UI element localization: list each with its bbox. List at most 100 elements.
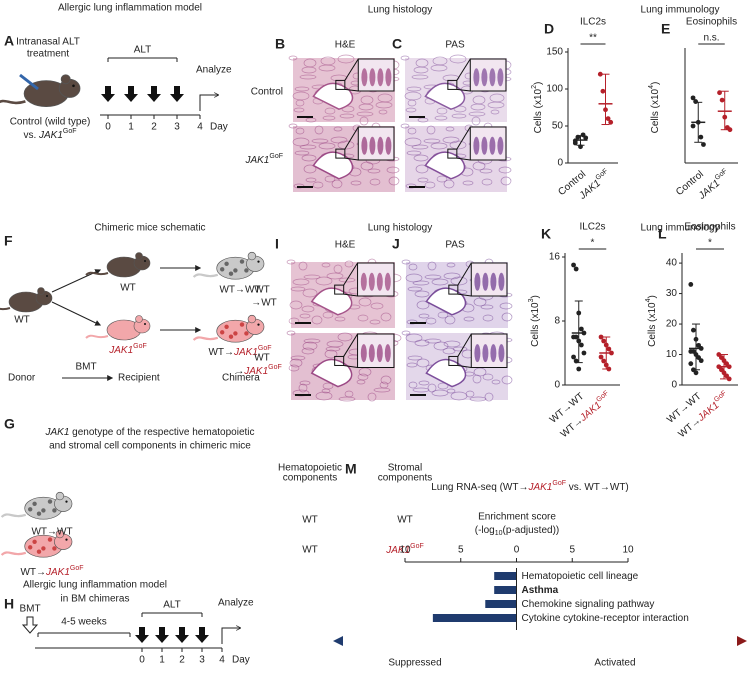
tissue xyxy=(424,274,442,280)
data-point xyxy=(581,350,587,356)
tissue xyxy=(408,381,418,389)
panel-letter: F xyxy=(4,233,13,249)
tissue xyxy=(450,391,468,401)
tissue xyxy=(408,263,418,271)
tissue xyxy=(288,364,300,372)
tissue xyxy=(344,260,354,268)
tissue xyxy=(401,259,411,265)
tissue xyxy=(445,126,455,132)
tissue xyxy=(400,55,410,61)
mouse-icon xyxy=(192,251,265,280)
tissue xyxy=(491,379,501,385)
panel-letter: J xyxy=(392,236,400,252)
label-part: Cells (x10 xyxy=(533,88,544,133)
zoom-box xyxy=(334,355,345,366)
tissue xyxy=(446,262,456,268)
label-part: JAK1 xyxy=(45,567,70,578)
label-part: GoF xyxy=(268,364,282,371)
tissue xyxy=(318,142,336,150)
zoom-line xyxy=(344,157,359,161)
tissue xyxy=(369,178,381,186)
tissue xyxy=(413,66,429,74)
label-part: JAK1 xyxy=(385,545,410,556)
tissue xyxy=(388,176,400,186)
inset-cell xyxy=(497,136,504,155)
day-label: 3 xyxy=(174,122,180,133)
label-part: JAK1 xyxy=(243,366,268,377)
panel-title: Allergic lung inflammation model xyxy=(23,580,167,591)
tissue xyxy=(301,305,315,313)
tissue xyxy=(292,278,310,286)
section-title: Lung immunology xyxy=(641,223,720,234)
mouse-spot xyxy=(32,501,37,506)
tissue xyxy=(303,274,321,280)
zoom-line xyxy=(456,157,471,161)
mouse-tail xyxy=(192,273,219,278)
inset-cell xyxy=(360,272,367,291)
mouse-spot xyxy=(244,331,249,336)
table-cell: JAK1GoF xyxy=(385,543,424,555)
tissue xyxy=(400,123,410,129)
tissue xyxy=(324,349,338,359)
data-point xyxy=(572,140,578,146)
label-part: GoF xyxy=(714,168,729,182)
flow-label: Donor xyxy=(8,373,36,384)
zoom-box xyxy=(448,284,459,295)
tissue xyxy=(337,332,353,342)
panel-letter: B xyxy=(275,36,285,52)
panel-title: Chimeric mice schematic xyxy=(94,223,205,234)
label-part: vs. WT→WT) xyxy=(566,482,629,493)
tissue xyxy=(311,138,329,144)
tissue xyxy=(301,347,315,355)
mouse-tail xyxy=(85,334,109,339)
inset-cell xyxy=(385,68,392,87)
tissue xyxy=(406,362,418,368)
x-axis-label: (-log10(p-adjusted)) xyxy=(475,525,560,538)
tissue xyxy=(424,181,436,189)
mouse-spot xyxy=(41,508,46,513)
treatment-arrow xyxy=(101,86,115,102)
section-title: Lung histology xyxy=(368,223,433,234)
tissue xyxy=(337,54,355,64)
panel-letter: E xyxy=(661,21,670,37)
tissue xyxy=(302,341,318,351)
tissue xyxy=(452,346,468,352)
chart-title: ILC2s xyxy=(580,17,606,28)
panel-letter: K xyxy=(541,226,551,242)
inset-cell xyxy=(369,136,376,155)
inset-cell xyxy=(473,136,480,155)
mouse-spot xyxy=(220,267,225,272)
inset-cell xyxy=(481,68,488,87)
table-cell: WT xyxy=(302,545,318,556)
mouse-ear xyxy=(135,315,143,323)
tissue xyxy=(500,176,512,186)
inset-cell xyxy=(498,272,505,291)
zoom-line xyxy=(344,88,359,92)
day-label: 2 xyxy=(179,655,185,666)
tissue xyxy=(426,125,436,135)
data-point xyxy=(717,90,722,96)
tissue xyxy=(367,392,377,402)
tissue xyxy=(299,380,311,386)
label-part: WT→ xyxy=(208,347,234,358)
tissue xyxy=(359,116,369,126)
y-tick-label: 16 xyxy=(549,252,561,263)
mouse-spot xyxy=(228,271,234,276)
mouse-ear xyxy=(55,529,65,539)
data-point xyxy=(698,134,704,140)
day-label: 1 xyxy=(128,122,134,133)
zoom-line xyxy=(457,364,472,368)
mouse-spot xyxy=(239,259,245,264)
mouse-icon xyxy=(85,252,151,278)
tissue xyxy=(318,64,336,72)
mouse-spot xyxy=(239,322,245,327)
tissue xyxy=(484,392,494,402)
y-axis-label: Cells (x103) xyxy=(528,295,540,347)
inset-cell xyxy=(490,272,497,291)
tissue xyxy=(482,373,494,381)
inset-cell xyxy=(377,136,384,155)
x-tick-label: 5 xyxy=(569,545,575,556)
zoom-box xyxy=(447,79,458,90)
treatment-arrow xyxy=(170,86,184,102)
label-part: GoF xyxy=(713,390,728,404)
